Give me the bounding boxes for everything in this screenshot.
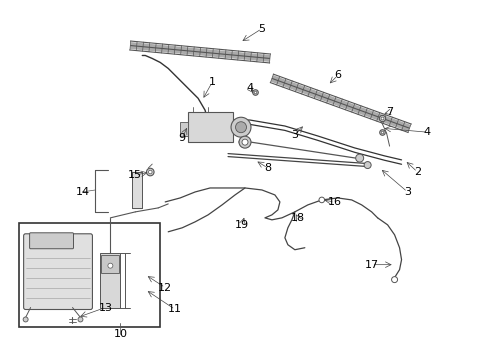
Circle shape (146, 168, 154, 176)
Circle shape (108, 263, 113, 268)
Text: 9: 9 (178, 133, 185, 143)
Circle shape (364, 162, 370, 168)
Text: 19: 19 (234, 220, 248, 230)
Bar (132, 172, 142, 208)
Circle shape (230, 117, 250, 137)
Circle shape (23, 317, 28, 322)
Circle shape (78, 317, 83, 322)
Text: 17: 17 (364, 260, 378, 270)
Text: 3: 3 (291, 130, 298, 140)
Circle shape (391, 276, 397, 283)
Text: 3: 3 (403, 187, 410, 197)
Text: 11: 11 (168, 305, 182, 315)
Text: 16: 16 (327, 197, 341, 207)
Text: 1: 1 (208, 77, 215, 87)
Text: 7: 7 (385, 107, 392, 117)
Text: 18: 18 (290, 213, 305, 223)
Circle shape (148, 170, 152, 174)
Bar (19, 223, 160, 328)
Text: 13: 13 (98, 302, 112, 312)
Circle shape (239, 136, 250, 148)
Text: 8: 8 (264, 163, 271, 173)
Bar (100, 253, 120, 307)
Text: 6: 6 (334, 71, 341, 80)
Text: 10: 10 (113, 329, 127, 339)
Text: 15: 15 (128, 170, 142, 180)
Circle shape (355, 154, 363, 162)
Text: 4: 4 (246, 84, 253, 93)
Bar (180, 122, 188, 136)
Text: 5: 5 (258, 24, 265, 33)
Bar (101, 255, 119, 273)
Circle shape (235, 122, 246, 133)
Text: 4: 4 (423, 127, 430, 137)
Text: 12: 12 (158, 283, 172, 293)
FancyBboxPatch shape (23, 234, 92, 310)
Bar (188, 112, 233, 142)
FancyBboxPatch shape (30, 233, 73, 249)
Text: 14: 14 (75, 187, 89, 197)
Circle shape (318, 197, 324, 203)
Text: 2: 2 (413, 167, 420, 177)
Circle shape (242, 139, 247, 145)
